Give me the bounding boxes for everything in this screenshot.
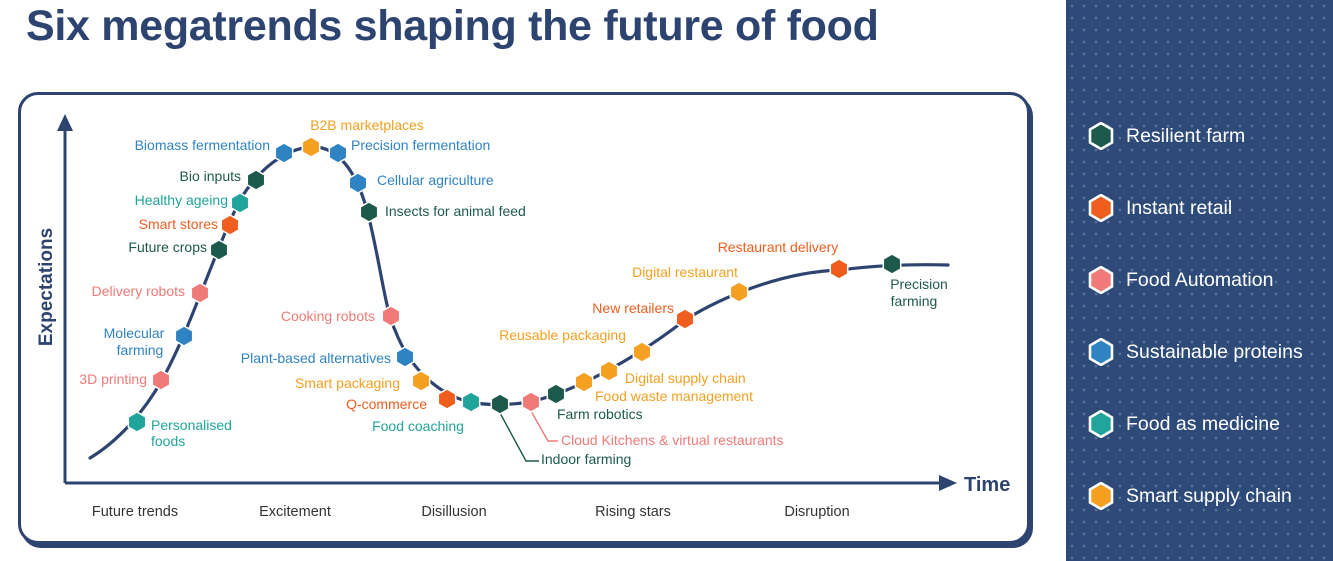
legend-item-sustainable-proteins: Sustainable proteins: [1088, 337, 1303, 367]
hexagon-marker-precision-fermentation: [328, 142, 348, 164]
item-label-plant-based-alternatives: Plant-based alternatives: [241, 350, 391, 366]
hexagon-marker-biomass-fermentation: [274, 142, 294, 164]
hexagon-marker-farm-robotics: [546, 383, 566, 405]
hexagon-marker-cellular-agriculture: [348, 172, 368, 194]
hexagon-icon: [1088, 194, 1114, 222]
hexagon-marker-personalised-foods: [127, 411, 147, 433]
item-label-cooking-robots: Cooking robots: [281, 308, 375, 324]
hexagon-icon: [1088, 122, 1114, 150]
phase-label-disruption: Disruption: [784, 504, 849, 520]
hype-cycle-panel: Expectations Time Future trends Excitement D…: [18, 92, 1030, 544]
hexagon-marker-food-coaching: [461, 391, 481, 413]
item-label-delivery-robots: Delivery robots: [92, 283, 185, 299]
item-label-bio-inputs: Bio inputs: [180, 168, 241, 184]
hexagon-marker-insects-for-animal-feed: [359, 201, 379, 223]
hexagon-marker-cooking-robots: [381, 305, 401, 327]
item-label-molecular-farming: farming: [117, 342, 164, 358]
legend-label: Resilient farm: [1126, 124, 1246, 147]
item-label-smart-stores: Smart stores: [139, 216, 218, 232]
legend-sidebar: Resilient farm Instant retail Food Autom…: [1066, 0, 1333, 561]
legend-item-smart-supply-chain: Smart supply chain: [1088, 481, 1292, 511]
legend-item-instant-retail: Instant retail: [1088, 193, 1232, 223]
hexagon-marker-food-waste-management: [574, 371, 594, 393]
x-axis-arrow-icon: [939, 475, 957, 491]
hexagon-marker-digital-supply-chain: [599, 360, 619, 382]
x-axis-label: Time: [964, 474, 1010, 496]
hexagon-marker-smart-stores: [220, 214, 240, 236]
leader-line-indoor-farming: [499, 412, 539, 462]
y-axis-label: Expectations: [36, 228, 57, 346]
y-axis-arrow-icon: [57, 114, 73, 131]
item-label-precision-farming: farming: [891, 293, 938, 309]
item-label-digital-restaurant: Digital restaurant: [632, 264, 738, 280]
phase-label-rising-stars: Rising stars: [595, 504, 671, 520]
hexagon-icon: [1088, 482, 1114, 510]
hexagon-marker-healthy-ageing: [230, 192, 250, 214]
hexagon-marker-precision-farming: [882, 253, 902, 275]
leader-line-cloud-kitchens-and-virtual-restaurants: [530, 410, 558, 442]
legend-item-food-as-medicine: Food as medicine: [1088, 409, 1280, 439]
hexagon-marker-indoor-farming: [490, 393, 510, 415]
item-label-future-crops: Future crops: [128, 239, 207, 255]
item-label-restaurant-delivery: Restaurant delivery: [718, 239, 839, 255]
legend-label: Smart supply chain: [1126, 484, 1292, 507]
hexagon-marker-molecular-farming: [174, 325, 194, 347]
hexagon-icon: [1088, 266, 1114, 294]
hexagon-marker-3d-printing: [151, 369, 171, 391]
item-label-farm-robotics: Farm robotics: [557, 406, 643, 422]
item-label-food-waste-management: Food waste management: [595, 388, 753, 404]
hexagon-marker-smart-packaging: [411, 370, 431, 392]
hexagon-marker-reusable-packaging: [632, 341, 652, 363]
item-label-personalised-foods: Personalised: [151, 417, 232, 433]
hexagon-marker-restaurant-delivery: [829, 258, 849, 280]
legend-label: Instant retail: [1126, 196, 1233, 219]
legend-label: Sustainable proteins: [1126, 340, 1303, 363]
item-label-indoor-farming: Indoor farming: [541, 451, 631, 467]
hype-cycle-chart: Expectations Time Future trends Excitement D…: [36, 114, 1010, 520]
item-label-q-commerce: Q-commerce: [346, 396, 427, 412]
hexagon-marker-cloud-kitchens-and-virtual-restaurants: [521, 391, 541, 413]
legend-item-food-automation: Food Automation: [1088, 265, 1273, 295]
phase-label-future-trends: Future trends: [92, 504, 178, 520]
item-label-personalised-foods: foods: [151, 433, 185, 449]
hexagon-icon: [1088, 338, 1114, 366]
hexagon-marker-bio-inputs: [246, 169, 266, 191]
item-label-digital-supply-chain: Digital supply chain: [625, 370, 746, 386]
hexagon-marker-digital-restaurant: [729, 281, 749, 303]
item-label-cloud-kitchens-and-virtual-restaurants: Cloud Kitchens & virtual restaurants: [561, 432, 784, 448]
item-label-cellular-agriculture: Cellular agriculture: [377, 172, 494, 188]
item-label-new-retailers: New retailers: [592, 300, 674, 316]
item-label-smart-packaging: Smart packaging: [295, 375, 400, 391]
hexagon-marker-future-crops: [209, 239, 229, 261]
hexagon-marker-new-retailers: [675, 308, 695, 330]
item-label-food-coaching: Food coaching: [372, 418, 464, 434]
page-title: Six megatrends shaping the future of foo…: [26, 2, 879, 50]
item-label-molecular-farming: Molecular: [104, 325, 165, 341]
hexagon-marker-delivery-robots: [190, 282, 210, 304]
item-label-reusable-packaging: Reusable packaging: [499, 327, 626, 343]
hexagon-marker-plant-based-alternatives: [395, 346, 415, 368]
item-label-healthy-ageing: Healthy ageing: [135, 192, 228, 208]
item-label-insects-for-animal-feed: Insects for animal feed: [385, 203, 526, 219]
hexagon-icon: [1088, 410, 1114, 438]
legend-label: Food as medicine: [1126, 412, 1280, 435]
hexagon-marker-b2b-marketplaces: [301, 136, 321, 158]
hexagon-marker-q-commerce: [437, 388, 457, 410]
hype-curve: [88, 145, 950, 460]
item-label-3d-printing: 3D printing: [79, 371, 147, 387]
item-label-precision-fermentation: Precision fermentation: [351, 137, 490, 153]
item-label-biomass-fermentation: Biomass fermentation: [135, 137, 270, 153]
item-label-precision-farming: Precision: [890, 276, 948, 292]
phase-label-excitement: Excitement: [259, 504, 331, 520]
legend-label: Food Automation: [1126, 268, 1274, 291]
phase-label-disillusion: Disillusion: [421, 504, 486, 520]
item-label-b2b-marketplaces: B2B marketplaces: [310, 117, 424, 133]
legend-item-resilient-farm: Resilient farm: [1088, 121, 1245, 151]
